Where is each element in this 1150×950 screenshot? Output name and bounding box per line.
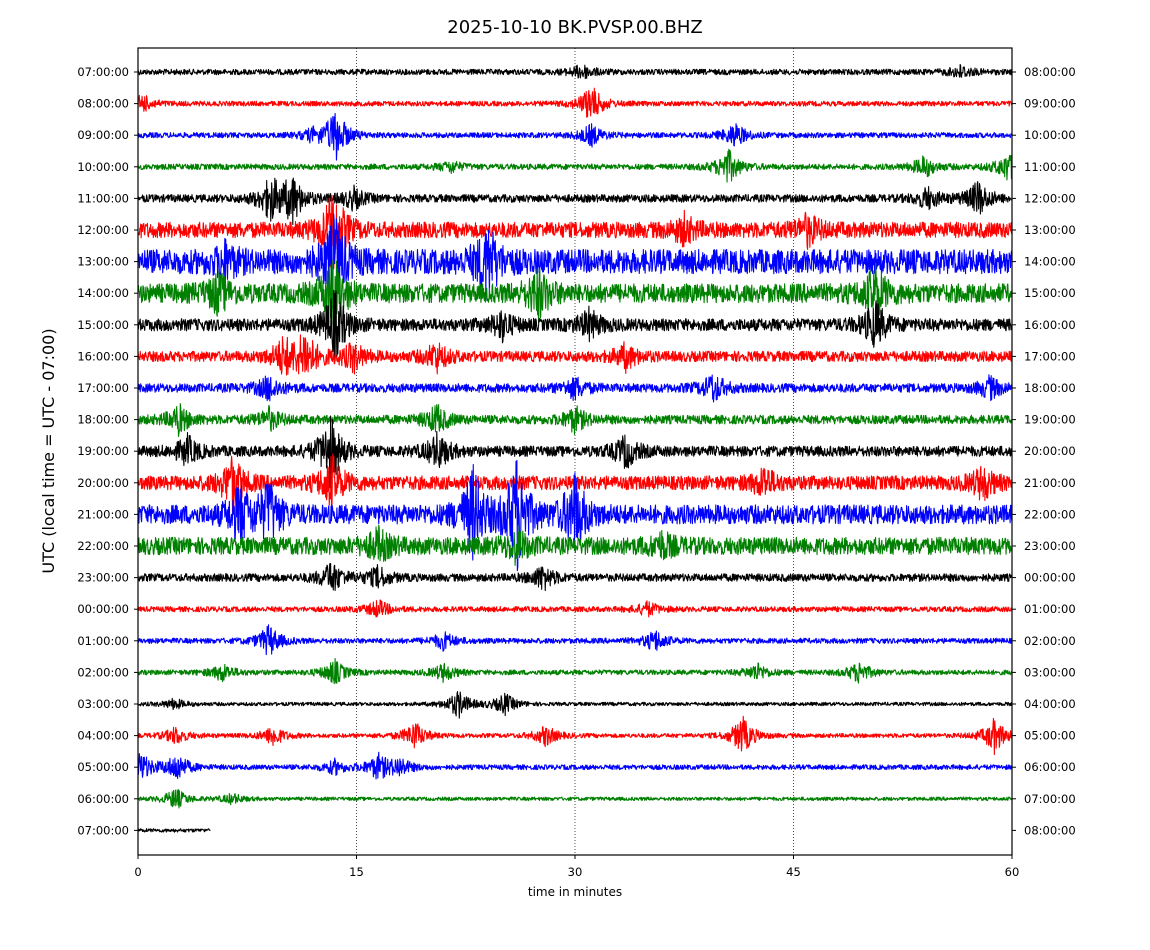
right-tick-label: 02:00:00 (1024, 634, 1076, 648)
left-tick-label: 10:00:00 (77, 160, 129, 174)
x-tick-label: 45 (786, 865, 801, 879)
trace-14 (137, 459, 1013, 572)
trace-8 (137, 289, 1013, 363)
left-tick-label: 22:00:00 (77, 539, 129, 553)
trace-0 (137, 63, 1012, 80)
left-tick-label: 06:00:00 (77, 792, 129, 806)
right-tick-label: 10:00:00 (1024, 128, 1076, 142)
trace-17 (137, 599, 1013, 618)
right-tick-label: 05:00:00 (1024, 729, 1076, 743)
right-tick-label: 09:00:00 (1024, 97, 1076, 111)
trace-7 (137, 260, 1013, 330)
grid-lines (356, 48, 794, 855)
left-tick-label: 16:00:00 (77, 349, 129, 363)
trace-9 (137, 334, 1013, 376)
left-tick-label: 20:00:00 (77, 476, 129, 490)
left-tick-label: 07:00:00 (77, 65, 129, 79)
left-tick-label: 07:00:00 (77, 823, 129, 837)
right-tick-label: 14:00:00 (1024, 255, 1076, 269)
x-axis-ticks: 0 15 30 45 60 (134, 855, 1019, 879)
right-tick-label: 12:00:00 (1024, 191, 1076, 205)
x-tick-label: 0 (134, 865, 141, 879)
trace-22 (137, 751, 1013, 780)
right-tick-label: 17:00:00 (1024, 349, 1076, 363)
left-tick-label: 09:00:00 (77, 128, 129, 142)
right-tick-label: 08:00:00 (1024, 65, 1076, 79)
left-tick-label: 18:00:00 (77, 413, 129, 427)
trace-12 (137, 415, 1013, 489)
left-tick-label: 02:00:00 (77, 665, 129, 679)
left-tick-label: 00:00:00 (77, 602, 129, 616)
x-tick-label: 60 (1005, 865, 1020, 879)
left-tick-label: 12:00:00 (77, 223, 129, 237)
left-tick-label: 01:00:00 (77, 634, 129, 648)
left-tick-label: 11:00:00 (77, 191, 129, 205)
left-tick-label: 19:00:00 (77, 444, 129, 458)
right-tick-label: 21:00:00 (1024, 476, 1076, 490)
left-tick-label: 14:00:00 (77, 286, 129, 300)
trace-16 (137, 562, 1013, 592)
right-tick-label: 01:00:00 (1024, 602, 1076, 616)
left-tick-label: 21:00:00 (77, 507, 129, 521)
trace-20 (137, 691, 1013, 719)
x-tick-label: 15 (349, 865, 364, 879)
left-tick-label: 15:00:00 (77, 318, 129, 332)
left-tick-label: 23:00:00 (77, 571, 129, 585)
right-tick-label: 15:00:00 (1024, 286, 1076, 300)
trace-19 (137, 658, 1013, 685)
left-tick-label: 03:00:00 (77, 697, 129, 711)
x-tick-label: 30 (568, 865, 583, 879)
trace-10 (137, 374, 1013, 403)
right-tick-label: 07:00:00 (1024, 792, 1076, 806)
trace-24 (137, 828, 211, 833)
y-axis-label: UTC (local time = UTC - 07:00) (39, 328, 58, 573)
right-tick-label: 13:00:00 (1024, 223, 1076, 237)
trace-11 (137, 403, 1013, 437)
right-tick-label: 19:00:00 (1024, 413, 1076, 427)
trace-5 (137, 194, 1013, 270)
trace-2 (137, 112, 1013, 161)
left-tick-label: 17:00:00 (77, 381, 129, 395)
trace-15 (137, 524, 1013, 566)
right-tick-label: 04:00:00 (1024, 697, 1076, 711)
right-tick-label: 06:00:00 (1024, 760, 1076, 774)
left-axis-ticks: 07:00:00 08:00:00 09:00:00 10:00:00 11:00:00… (77, 65, 138, 837)
right-tick-label: 22:00:00 (1024, 507, 1076, 521)
right-tick-label: 08:00:00 (1024, 823, 1076, 837)
right-tick-label: 11:00:00 (1024, 160, 1076, 174)
left-tick-label: 05:00:00 (77, 760, 129, 774)
right-axis-ticks: 08:00:00 09:00:00 10:00:00 11:00:00 12:00:00… (1012, 65, 1076, 837)
trace-21 (137, 715, 1013, 756)
trace-6 (137, 213, 1013, 309)
trace-4 (137, 177, 1013, 226)
right-tick-label: 03:00:00 (1024, 665, 1076, 679)
trace-3 (137, 148, 1013, 183)
right-tick-label: 00:00:00 (1024, 571, 1076, 585)
left-tick-label: 08:00:00 (77, 97, 129, 111)
trace-18 (137, 624, 1013, 656)
x-axis-label: time in minutes (528, 885, 622, 899)
right-tick-label: 18:00:00 (1024, 381, 1076, 395)
seismogram-traces (137, 63, 1013, 833)
trace-23 (137, 789, 1013, 809)
trace-1 (137, 87, 1013, 118)
right-tick-label: 23:00:00 (1024, 539, 1076, 553)
right-tick-label: 16:00:00 (1024, 318, 1076, 332)
left-tick-label: 04:00:00 (77, 729, 129, 743)
right-tick-label: 20:00:00 (1024, 444, 1076, 458)
chart-title: 2025-10-10 BK.PVSP.00.BHZ (447, 17, 702, 38)
left-tick-label: 13:00:00 (77, 255, 129, 269)
